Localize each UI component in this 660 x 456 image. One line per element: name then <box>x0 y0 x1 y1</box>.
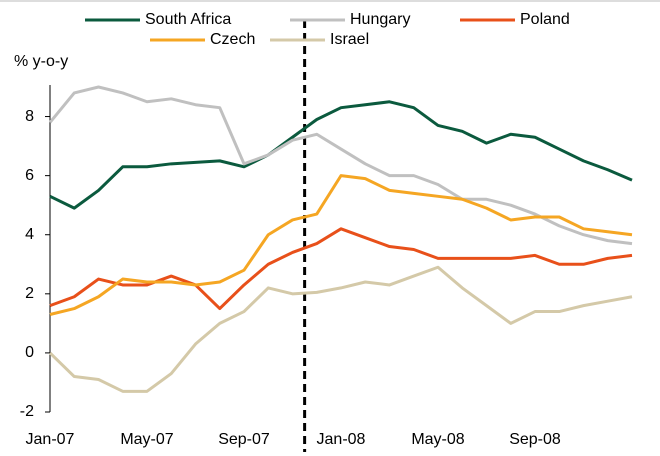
y-tick-label: 2 <box>25 285 34 302</box>
legend-label: Hungary <box>350 11 410 28</box>
x-tick-label: Jan-07 <box>26 431 75 448</box>
y-tick-label: 8 <box>25 108 34 125</box>
y-tick-label: 6 <box>25 167 34 184</box>
x-tick-label: Sep-07 <box>218 431 270 448</box>
y-tick-label: 4 <box>25 226 34 243</box>
series-line <box>48 265 633 393</box>
x-tick-label: May-08 <box>411 431 464 448</box>
legend-label: Poland <box>520 11 570 28</box>
series-line <box>48 85 633 246</box>
series-line <box>49 100 633 210</box>
series-line <box>49 174 633 316</box>
series-line <box>49 227 633 311</box>
x-tick-label: May-07 <box>120 431 173 448</box>
y-axis-label: % y-o-y <box>14 53 68 70</box>
y-tick-label: -2 <box>20 403 34 420</box>
legend-label: Czech <box>210 31 255 48</box>
y-tick-label: 0 <box>25 344 34 361</box>
x-tick-label: Jan-08 <box>317 431 366 448</box>
legend-label: Israel <box>330 31 369 48</box>
legend-label: South Africa <box>145 11 231 28</box>
x-tick-label: Sep-08 <box>509 431 561 448</box>
